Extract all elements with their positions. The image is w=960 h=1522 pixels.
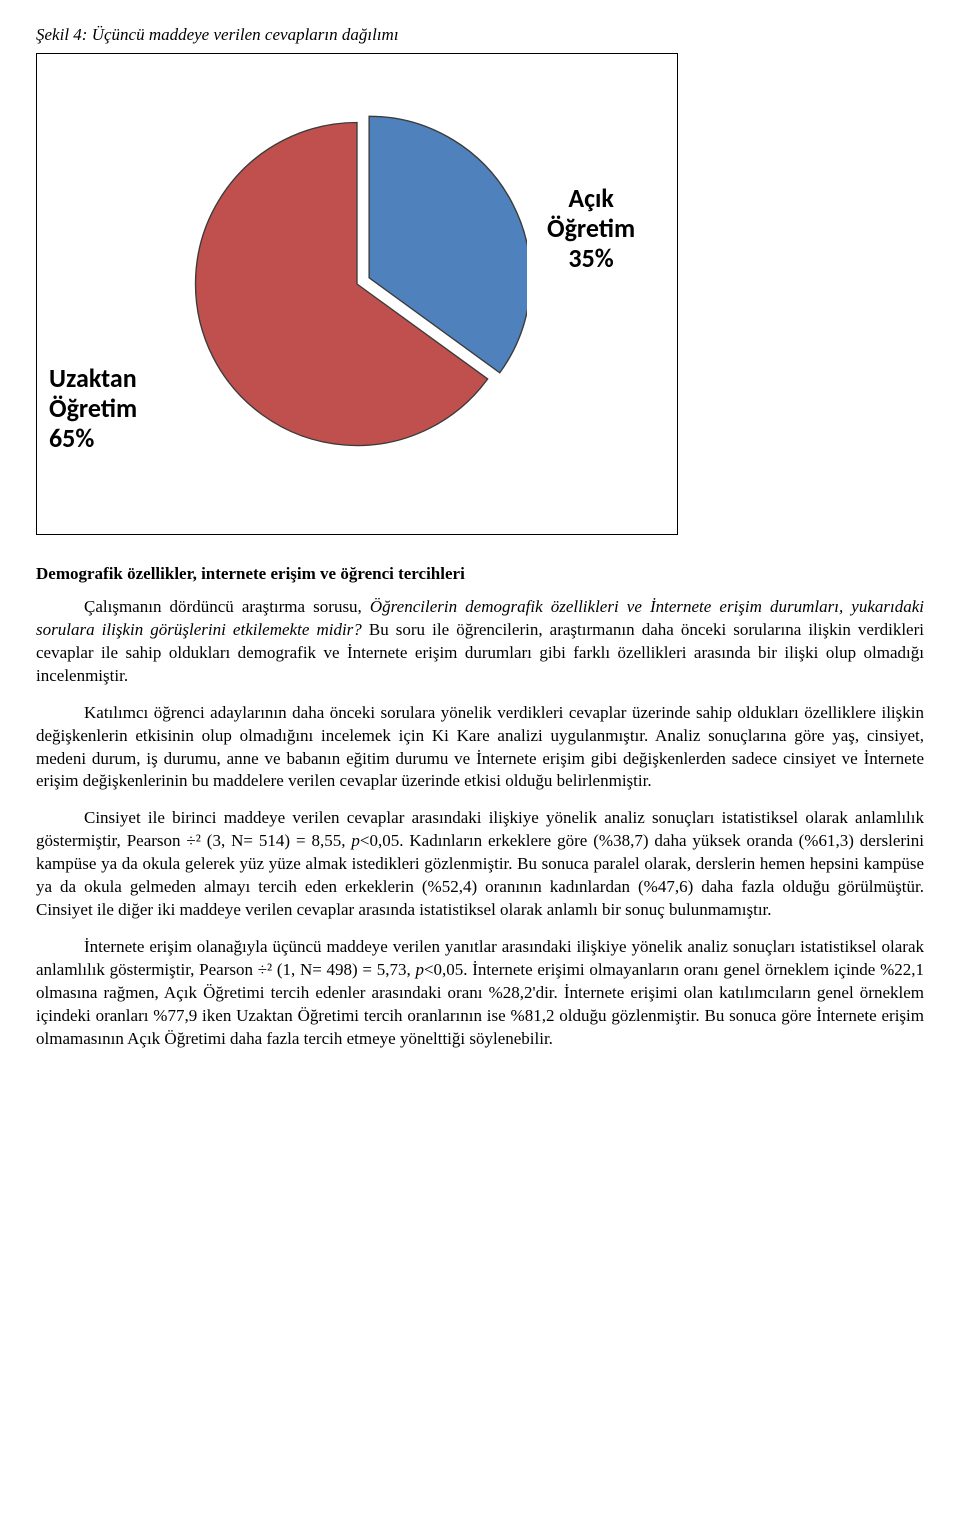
figure-caption: Şekil 4: Üçüncü maddeye verilen cevaplar… xyxy=(36,24,924,47)
section-heading: Demografik özellikler, internete erişim … xyxy=(36,563,924,586)
paragraph-3: Cinsiyet ile birinci maddeye verilen cev… xyxy=(36,807,924,922)
paragraph-1: Çalışmanın dördüncü araştırma sorusu, Öğ… xyxy=(36,596,924,688)
p-value: p xyxy=(415,960,424,979)
pie-label-line: Uzaktan xyxy=(49,364,137,394)
paragraph-2: Katılımcı öğrenci adaylarının daha öncek… xyxy=(36,702,924,794)
pie-chart-frame: Açık Öğretim 35% Uzaktan Öğretim 65% xyxy=(36,53,678,535)
pie-label-line: Öğretim xyxy=(547,214,635,244)
pie-chart xyxy=(187,114,527,454)
pie-label-acik-ogretim: Açık Öğretim 35% xyxy=(547,184,635,274)
pie-label-percent: 65% xyxy=(49,424,137,454)
pie-label-uzaktan-ogretim: Uzaktan Öğretim 65% xyxy=(49,364,137,454)
pie-label-line: Açık xyxy=(547,184,635,214)
p-value: p xyxy=(351,831,360,850)
pie-label-percent: 35% xyxy=(547,244,635,274)
paragraph-text: Çalışmanın dördüncü araştırma sorusu, xyxy=(84,597,370,616)
pie-label-line: Öğretim xyxy=(49,394,137,424)
paragraph-4: İnternete erişim olanağıyla üçüncü madde… xyxy=(36,936,924,1051)
